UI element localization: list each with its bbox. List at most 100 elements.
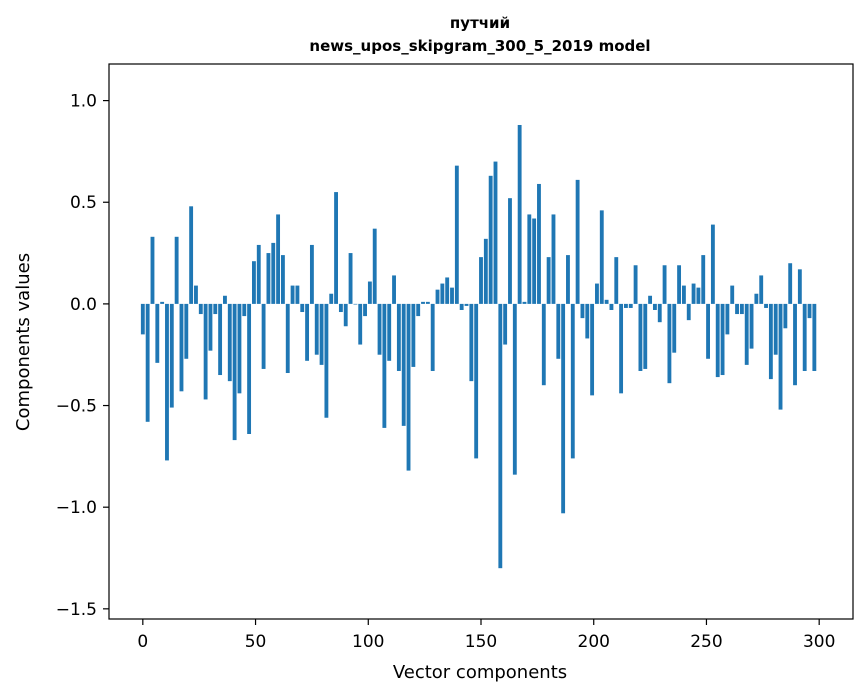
bar <box>590 303 595 396</box>
bar <box>363 303 367 317</box>
bar <box>198 303 203 315</box>
bar <box>522 301 527 304</box>
bar <box>575 179 580 304</box>
bar <box>566 255 570 304</box>
bar <box>372 228 377 304</box>
bar <box>430 303 435 371</box>
bar <box>358 303 363 345</box>
bar <box>508 198 512 304</box>
bar <box>218 303 223 376</box>
bar <box>802 303 807 371</box>
bar <box>778 303 783 410</box>
x-tick-label: 200 <box>578 632 610 652</box>
x-tick-label: 150 <box>465 632 497 652</box>
bar <box>807 303 812 319</box>
bar <box>305 303 310 361</box>
bar <box>252 261 256 304</box>
bar <box>609 303 614 310</box>
bar <box>498 303 503 569</box>
bar <box>643 303 648 369</box>
bar <box>725 303 730 335</box>
bar <box>445 277 450 304</box>
bar <box>223 295 227 304</box>
bar <box>396 303 401 371</box>
bar <box>440 283 445 304</box>
x-axis-ticks: 0 50 100 150 200 250 300 <box>137 619 835 652</box>
bar <box>261 303 266 369</box>
y-tick-label: −1.5 <box>56 600 97 620</box>
bar <box>614 257 619 304</box>
bar <box>290 285 295 304</box>
bar <box>421 301 425 304</box>
bar <box>411 303 416 367</box>
bar <box>242 303 247 317</box>
bar <box>300 303 305 313</box>
bar <box>232 303 237 441</box>
bar <box>155 303 160 363</box>
bar <box>169 303 174 408</box>
bar <box>314 303 319 355</box>
bar <box>681 285 686 304</box>
bar <box>759 275 764 304</box>
bar <box>285 303 290 374</box>
y-tick-label: −1.0 <box>56 498 97 518</box>
bar <box>454 165 459 304</box>
bar <box>266 253 271 304</box>
bar <box>691 283 696 304</box>
bar <box>797 269 802 304</box>
bar <box>309 244 314 304</box>
bar <box>179 303 184 392</box>
bar <box>652 303 657 310</box>
bar <box>493 161 498 304</box>
bar <box>329 293 334 304</box>
bar <box>783 303 788 329</box>
x-tick-label: 250 <box>690 632 722 652</box>
bar <box>633 265 638 304</box>
bar <box>537 183 541 304</box>
bar <box>459 303 464 310</box>
bar <box>488 175 493 304</box>
bar <box>194 285 198 304</box>
bar <box>237 303 242 394</box>
bar <box>512 303 517 475</box>
bar <box>338 303 343 313</box>
bar <box>165 303 169 461</box>
bar <box>580 303 585 319</box>
y-tick-label: −0.5 <box>56 397 97 417</box>
bar <box>599 210 604 304</box>
bar <box>532 218 537 304</box>
bar <box>406 303 411 471</box>
bar <box>276 214 281 304</box>
bar <box>319 303 324 365</box>
x-tick-label: 0 <box>137 632 148 652</box>
bar <box>788 263 793 304</box>
bar <box>392 275 396 304</box>
bar <box>730 285 735 304</box>
bar <box>227 303 232 382</box>
y-tick-label: 0.0 <box>70 295 97 315</box>
bar <box>203 303 208 400</box>
bar <box>503 303 508 345</box>
y-axis-label: Components values <box>13 253 34 431</box>
bar <box>667 303 672 384</box>
bar <box>213 303 218 315</box>
bar <box>701 255 706 304</box>
bar <box>696 287 701 304</box>
bar <box>551 214 556 304</box>
bar <box>541 303 546 386</box>
bar <box>401 303 406 426</box>
bar <box>208 303 213 351</box>
bar <box>160 301 165 304</box>
bar <box>387 303 392 361</box>
bar <box>556 303 561 359</box>
bar <box>546 257 551 304</box>
bar <box>280 255 285 304</box>
bar <box>527 214 532 304</box>
bar <box>256 244 261 304</box>
bar <box>706 303 710 359</box>
bar <box>764 303 768 308</box>
bar <box>677 265 682 304</box>
bar <box>324 303 329 418</box>
